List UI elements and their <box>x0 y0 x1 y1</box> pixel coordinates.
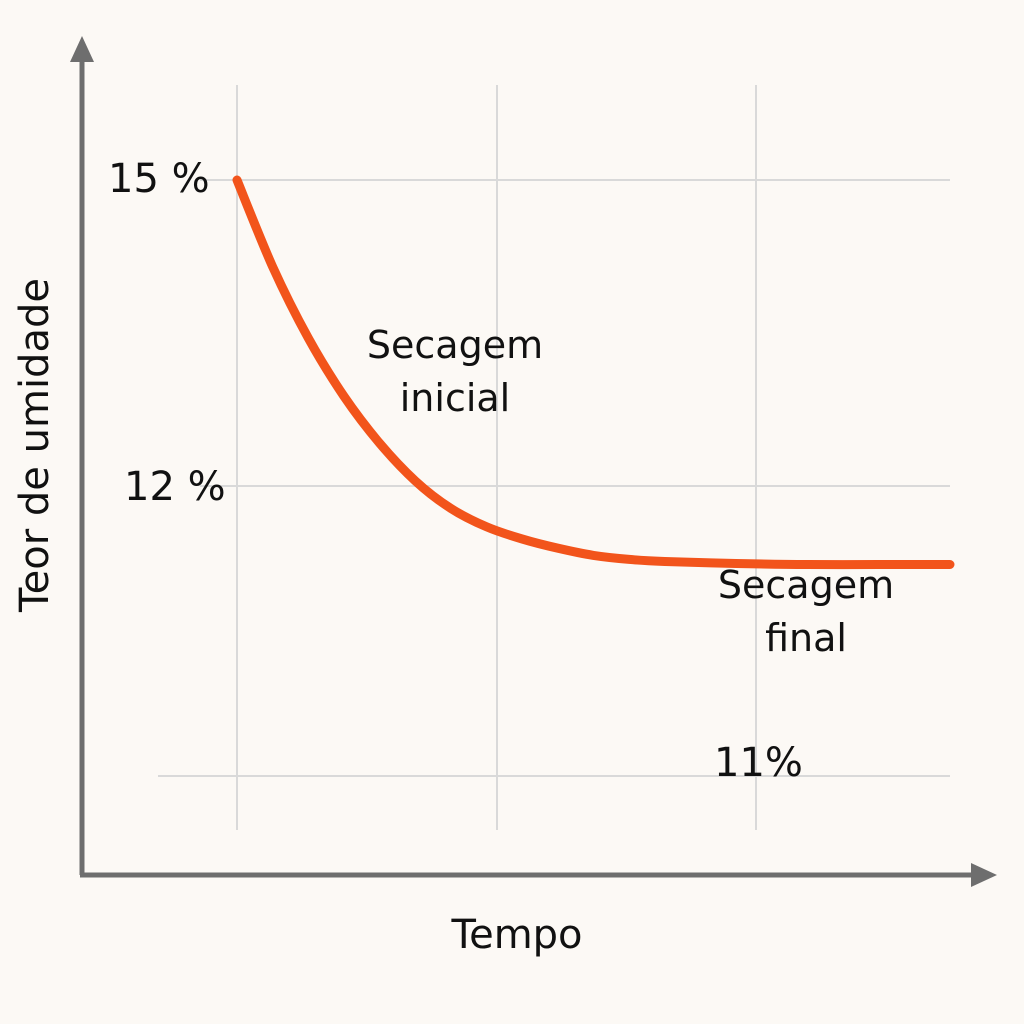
x-axis-title: Tempo <box>450 912 582 958</box>
annotation-final-line2: final <box>765 616 847 660</box>
axes <box>70 36 997 887</box>
y-axis-title: Teor de umidade <box>12 278 58 613</box>
y-tick-label-15: 15 % <box>108 156 210 202</box>
y-axis-arrow <box>70 36 94 62</box>
plot-area <box>232 175 955 570</box>
y-tick-label-12: 12 % <box>124 464 226 510</box>
annotation-final-line1: Secagem <box>718 563 894 607</box>
y-tick-label-11: 11% <box>714 740 803 786</box>
annotation-initial-line2: inicial <box>400 376 511 420</box>
annotation-initial-line1: Secagem <box>367 323 543 367</box>
grid <box>158 85 950 830</box>
x-axis-arrow <box>971 863 997 887</box>
moisture-curve <box>232 175 955 570</box>
